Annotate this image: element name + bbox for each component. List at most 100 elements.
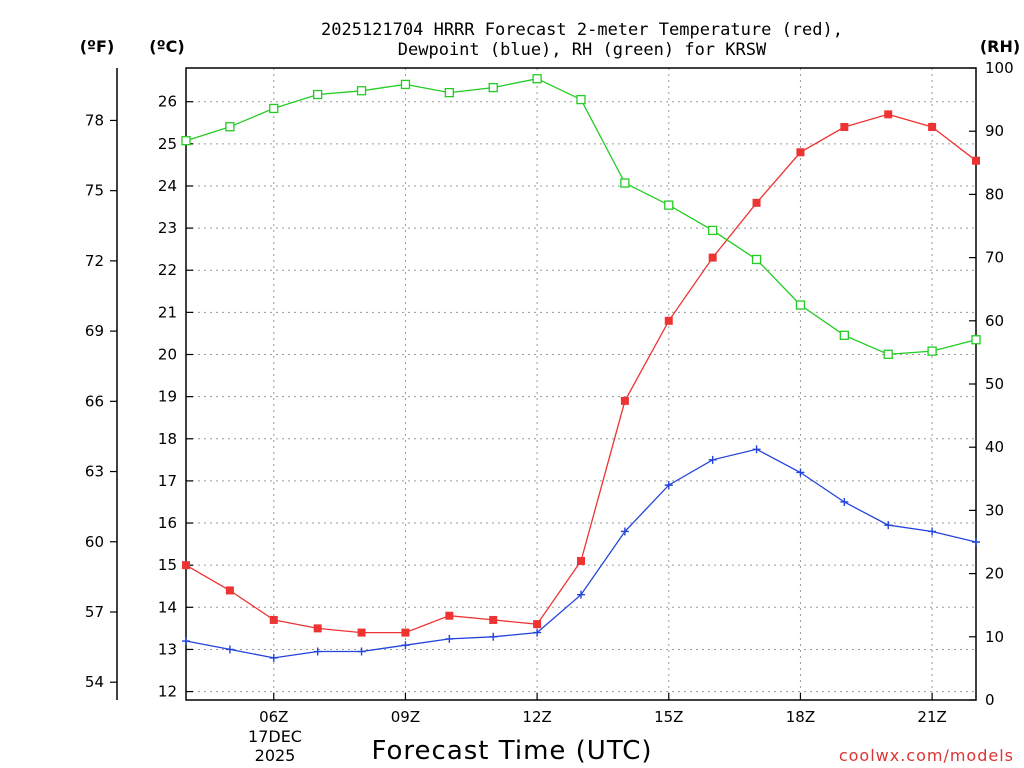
celsius-axis-unit: (ºC) — [149, 37, 184, 56]
dewpoint-point — [182, 637, 190, 646]
x-tick-label: 09Z — [391, 708, 420, 726]
celsius-tick-label: 22 — [158, 261, 177, 279]
temperature-point — [313, 624, 322, 633]
relative-humidity-point — [313, 89, 323, 100]
temperature-point — [752, 198, 761, 207]
dewpoint-point — [972, 538, 980, 546]
x-tick-label: 18Z — [786, 708, 815, 726]
fahrenheit-tick-label: 54 — [85, 673, 104, 691]
relative-humidity-point — [751, 254, 762, 265]
relative-humidity-point — [488, 82, 498, 93]
rh-tick-label: 40 — [985, 438, 1004, 456]
relative-humidity-point — [795, 300, 806, 310]
x-tick-label: 12Z — [522, 708, 551, 726]
dewpoint-line — [185, 448, 977, 659]
temperature-point — [972, 156, 980, 165]
x-tick-label: 06Z — [259, 708, 288, 726]
rh-tick-label: 100 — [985, 59, 1014, 77]
x-tick-label: 15Z — [654, 708, 683, 726]
celsius-tick-label: 24 — [158, 177, 177, 195]
relative-humidity-point — [883, 349, 893, 359]
dewpoint-point — [840, 497, 849, 506]
rh-tick-label: 60 — [985, 312, 1004, 330]
date-label-day: 17DEC — [248, 727, 302, 746]
celsius-tick-label: 13 — [158, 640, 177, 658]
rh-tick-label: 0 — [985, 691, 995, 709]
relative-humidity-point — [971, 335, 981, 345]
relative-humidity-point — [225, 122, 235, 132]
dewpoint-point — [664, 481, 673, 490]
temperature-point — [269, 615, 278, 624]
celsius-tick-label: 18 — [158, 430, 177, 448]
relative-humidity-line — [185, 78, 977, 355]
fahrenheit-tick-label: 78 — [85, 111, 104, 129]
dewpoint-point — [489, 632, 498, 641]
relative-humidity-point — [181, 136, 191, 146]
dewpoint-point — [313, 647, 322, 656]
x-tick-label: 21Z — [917, 708, 946, 726]
relative-humidity-point — [444, 87, 454, 98]
temperature-point — [489, 615, 498, 624]
dewpoint-point — [884, 521, 893, 530]
rh-tick-label: 30 — [985, 501, 1004, 519]
rh-tick-label: 50 — [985, 375, 1004, 393]
grid-lines — [186, 68, 976, 700]
dewpoint-point — [445, 634, 454, 643]
temperature-series — [182, 110, 980, 637]
temperature-point — [708, 253, 717, 262]
fahrenheit-tick-label: 66 — [85, 392, 104, 410]
relative-humidity-point — [927, 346, 937, 356]
relative-humidity-point — [269, 103, 279, 114]
temperature-point — [577, 556, 585, 565]
relative-humidity-point — [664, 200, 674, 210]
temperature-point — [357, 628, 366, 637]
data-series — [181, 74, 981, 662]
dewpoint-series — [182, 445, 980, 662]
fahrenheit-tick-label: 60 — [85, 533, 104, 551]
temperature-point — [620, 396, 629, 405]
chart-title-line2: Dewpoint (blue), RH (green) for KRSW — [398, 40, 767, 60]
rh-tick-label: 10 — [985, 628, 1004, 646]
rh-tick-label: 90 — [985, 122, 1004, 140]
x-axis-label: Forecast Time (UTC) — [371, 736, 652, 766]
rh-tick-label: 20 — [985, 565, 1004, 583]
relative-humidity-point — [356, 86, 367, 96]
relative-humidity-point — [400, 79, 411, 90]
temperature-point — [445, 611, 454, 620]
temperature-point — [533, 620, 542, 629]
temperature-point — [796, 148, 805, 157]
dewpoint-point — [357, 647, 366, 656]
celsius-tick-label: 14 — [158, 598, 177, 616]
celsius-tick-label: 20 — [158, 346, 177, 364]
relative-humidity-point — [576, 94, 586, 105]
fahrenheit-tick-label: 57 — [85, 603, 104, 621]
dewpoint-point — [401, 641, 410, 650]
dewpoint-point — [752, 445, 761, 454]
temperature-point — [401, 628, 410, 637]
temperature-point — [884, 110, 893, 119]
temperature-point — [928, 122, 937, 131]
temperature-point — [182, 561, 190, 570]
fahrenheit-tick-label: 75 — [85, 182, 104, 200]
celsius-tick-label: 15 — [158, 556, 177, 574]
dewpoint-point — [620, 527, 629, 536]
dewpoint-point — [225, 645, 234, 654]
rh-tick-label: 70 — [985, 249, 1004, 267]
dewpoint-point — [796, 468, 805, 477]
temperature-line — [185, 113, 977, 634]
celsius-tick-label: 19 — [158, 388, 177, 406]
relative-humidity-point — [620, 178, 630, 188]
celsius-tick-label: 23 — [158, 219, 177, 237]
fahrenheit-axis-unit: (ºF) — [80, 37, 115, 56]
fahrenheit-tick-label: 69 — [85, 322, 104, 340]
fahrenheit-tick-label: 72 — [85, 252, 104, 270]
temperature-point — [664, 316, 673, 325]
date-label-year: 2025 — [255, 746, 296, 765]
relative-humidity-point — [839, 330, 849, 340]
celsius-tick-label: 16 — [158, 514, 177, 532]
temperature-point — [840, 122, 849, 131]
dewpoint-point — [708, 455, 717, 464]
celsius-tick-label: 17 — [158, 472, 177, 490]
rh-tick-label: 80 — [985, 185, 1004, 203]
